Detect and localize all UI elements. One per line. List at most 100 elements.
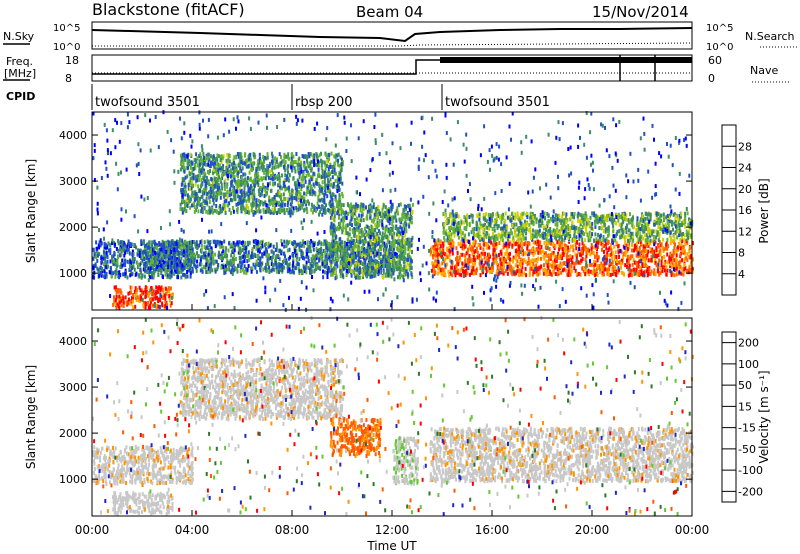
data-cell xyxy=(271,151,273,156)
data-cell xyxy=(398,272,401,277)
data-cell xyxy=(436,256,439,261)
data-cell xyxy=(283,182,286,187)
data-cell xyxy=(190,203,193,208)
data-cell xyxy=(225,246,228,251)
data-cell xyxy=(124,263,127,268)
data-cell xyxy=(316,201,319,206)
data-cell xyxy=(395,261,397,266)
data-cell xyxy=(258,249,261,254)
data-cell xyxy=(209,252,212,257)
data-cell xyxy=(209,154,212,159)
data-cell xyxy=(205,162,208,167)
data-cell xyxy=(140,239,143,244)
data-cell xyxy=(184,184,187,189)
data-cell xyxy=(212,167,215,172)
data-cell xyxy=(106,259,109,264)
data-cell xyxy=(349,241,352,246)
data-cell xyxy=(340,211,343,216)
data-cell xyxy=(257,198,260,203)
data-cell xyxy=(278,191,281,195)
data-cell xyxy=(123,253,126,258)
data-cell xyxy=(332,184,335,189)
data-cell xyxy=(199,173,202,178)
data-cell xyxy=(251,247,254,252)
data-cell xyxy=(353,233,356,238)
data-cell xyxy=(296,242,299,247)
data-cell xyxy=(240,207,243,212)
data-cell xyxy=(684,251,687,256)
data-cell xyxy=(458,272,461,277)
data-cell xyxy=(301,201,304,206)
data-cell xyxy=(614,250,617,255)
data-cell xyxy=(235,202,238,207)
data-cell xyxy=(212,239,215,244)
data-cell xyxy=(363,251,366,256)
data-cell xyxy=(397,244,400,249)
data-cell xyxy=(216,166,219,171)
data-cell xyxy=(251,179,254,184)
data-cell xyxy=(240,197,243,202)
data-cell xyxy=(304,155,307,160)
data-cell xyxy=(622,252,625,257)
data-cell xyxy=(212,180,215,185)
data-cell xyxy=(389,214,392,219)
data-cell xyxy=(233,266,236,270)
data-cell xyxy=(277,183,280,188)
data-cell xyxy=(250,255,252,260)
data-cell xyxy=(144,255,147,260)
data-cell xyxy=(196,251,198,256)
data-cell xyxy=(363,248,366,253)
data-cell xyxy=(323,196,326,201)
data-cell xyxy=(397,226,400,231)
data-cell xyxy=(391,202,394,207)
data-cell xyxy=(336,241,339,246)
data-cell xyxy=(590,242,593,247)
data-cell xyxy=(326,248,329,253)
data-cell xyxy=(236,152,239,156)
data-cell xyxy=(156,261,159,266)
data-cell xyxy=(407,247,410,252)
data-cell xyxy=(210,190,213,194)
data-cell xyxy=(355,262,358,267)
data-cell xyxy=(178,270,181,275)
data-cell xyxy=(209,240,212,244)
data-cell xyxy=(381,218,384,223)
data-cell xyxy=(169,251,171,256)
data-cell xyxy=(273,195,276,199)
data-cell xyxy=(243,270,246,275)
data-cell xyxy=(189,165,192,170)
data-cell xyxy=(284,160,287,165)
data-cell xyxy=(219,195,222,200)
data-cell xyxy=(329,162,332,167)
data-cell xyxy=(271,168,274,172)
data-cell xyxy=(272,182,275,187)
data-cell xyxy=(357,258,360,263)
data-cell xyxy=(226,203,229,208)
data-cell xyxy=(274,256,277,261)
data-cell xyxy=(144,261,147,266)
data-cell xyxy=(683,257,686,262)
data-cell xyxy=(635,253,638,258)
data-cell xyxy=(187,268,190,273)
data-cell xyxy=(390,207,393,212)
data-cell xyxy=(342,251,345,256)
data-cell xyxy=(200,239,203,244)
data-cell xyxy=(203,170,206,175)
data-cell xyxy=(306,186,309,191)
data-cell xyxy=(373,271,375,276)
data-cell xyxy=(406,216,409,221)
data-cell xyxy=(183,259,185,264)
data-cell xyxy=(182,177,185,182)
data-cell xyxy=(204,184,207,188)
data-cell xyxy=(638,259,641,264)
data-cell xyxy=(370,254,373,259)
data-cell xyxy=(207,181,210,185)
data-cell xyxy=(208,262,211,267)
data-cell xyxy=(115,268,118,273)
data-cell xyxy=(132,252,135,256)
data-cell xyxy=(215,180,218,185)
data-cell xyxy=(521,265,524,270)
data-cell xyxy=(311,240,314,245)
beam-label: Beam 04 xyxy=(356,3,423,21)
data-cell xyxy=(264,247,267,252)
